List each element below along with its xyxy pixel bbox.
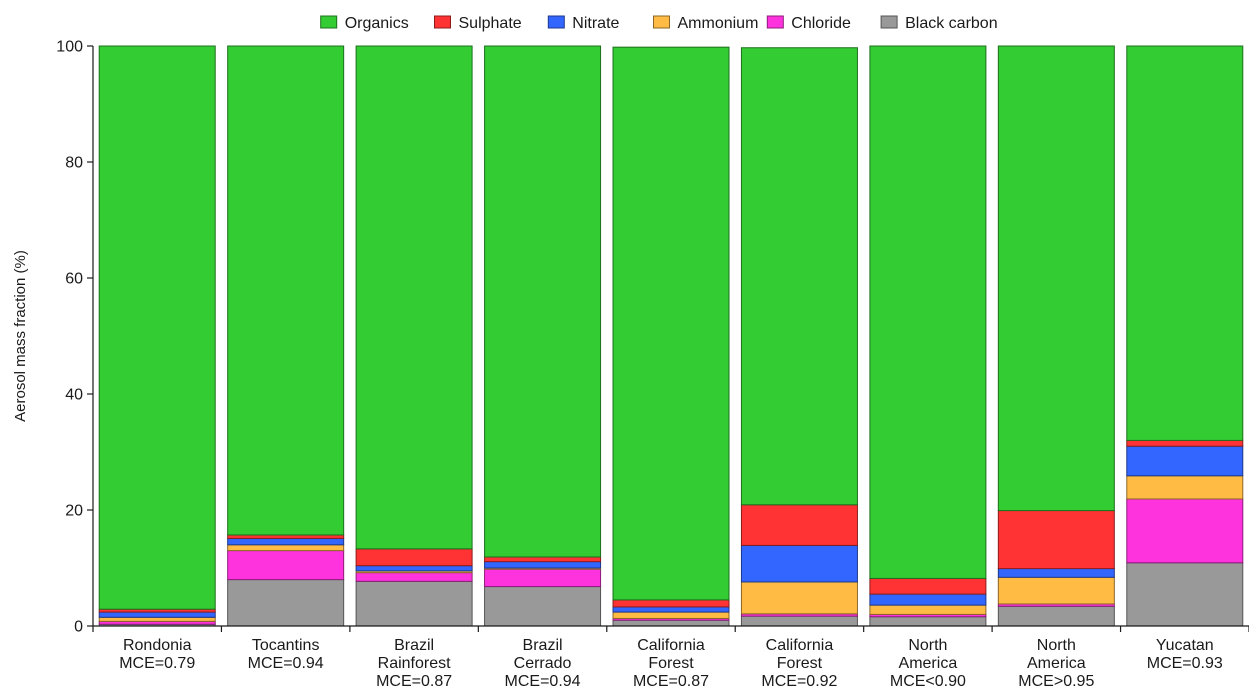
bar-segment-black-carbon-6 [740, 615, 858, 627]
bar-segment-black-carbon-5 [612, 619, 730, 627]
bar-segment-organics-2 [227, 45, 345, 536]
x-category-label-9: Yucatan MCE=0.93 [1147, 637, 1223, 672]
bar-segment-organics-1 [98, 45, 216, 610]
x-category-label-6: California Forest MCE=0.92 [761, 637, 837, 690]
legend-label-ammonium: Ammonium [678, 15, 759, 32]
bar-segment-organics-9 [1126, 45, 1244, 441]
axes-group: 0 20 40 60 80 100 Rondonia MCE=0.79 Tocantins MCE… [56, 39, 1249, 690]
bar-segment-sulphate-3 [355, 548, 473, 567]
legend-label-nitrate: Nitrate [572, 15, 619, 32]
bar-segment-sulphate-7 [869, 577, 987, 595]
bar-segment-nitrate-4 [484, 561, 602, 569]
y-tick-label-100: 100 [56, 39, 83, 56]
bar-segment-chloride-4 [484, 568, 602, 588]
legend-swatch-organics [320, 15, 338, 29]
bar-segment-ammonium-1 [98, 616, 216, 622]
bar-segment-organics-6 [740, 47, 858, 506]
legend-label-organics: Organics [345, 15, 409, 32]
bar-segment-black-carbon-2 [227, 579, 345, 627]
y-tick-label-60: 60 [65, 271, 83, 288]
x-category-label-4: Brazil Cerrado MCE=0.94 [505, 637, 581, 690]
legend-swatch-ammonium [653, 15, 670, 29]
bar-segment-ammonium-7 [869, 604, 987, 615]
bar-segment-organics-5 [612, 46, 730, 601]
bar-segment-sulphate-4 [484, 556, 602, 563]
bar-segment-nitrate-6 [740, 544, 858, 583]
bar-segment-nitrate-2 [227, 537, 345, 546]
x-category-label-1: Rondonia MCE=0.79 [119, 637, 195, 672]
legend: Organics Sulphate Nitrate Ammonium Chloride B… [320, 15, 998, 32]
bar-segment-ammonium-9 [1126, 475, 1244, 500]
bar-segment-sulphate-9 [1126, 439, 1244, 447]
bar-segment-ammonium-5 [612, 611, 730, 619]
legend-label-sulphate: Sulphate [459, 15, 522, 32]
bar-segment-organics-8 [997, 45, 1115, 512]
bar-segment-nitrate-8 [997, 568, 1115, 578]
bar-segment-nitrate-5 [612, 606, 730, 613]
bar-segment-black-carbon-3 [355, 580, 473, 627]
bar-segment-organics-7 [869, 45, 987, 579]
legend-label-chloride: Chloride [791, 15, 851, 32]
bar-segment-sulphate-8 [997, 510, 1115, 570]
bar-segment-sulphate-6 [740, 504, 858, 546]
bar-segment-black-carbon-8 [997, 605, 1115, 627]
x-category-label-2: Tocantins MCE=0.94 [248, 637, 324, 672]
bar-segment-black-carbon-7 [869, 616, 987, 627]
bar-segment-sulphate-5 [612, 599, 730, 608]
legend-swatch-sulphate [434, 15, 451, 29]
bar-segment-nitrate-9 [1126, 445, 1244, 477]
bar-segment-ammonium-8 [997, 576, 1115, 605]
bar-segment-nitrate-3 [355, 565, 473, 572]
bar-segment-ammonium-2 [227, 544, 345, 552]
x-category-label-5: California Forest MCE=0.87 [633, 637, 709, 690]
x-category-label-8: North America MCE>0.95 [1018, 637, 1094, 690]
legend-swatch-black-carbon [880, 15, 898, 29]
y-tick-label-80: 80 [65, 155, 83, 172]
legend-swatch-chloride [766, 15, 784, 29]
x-category-label-7: North America MCE<0.90 [890, 637, 966, 690]
x-category-label-3: Brazil Rainforest MCE=0.87 [376, 637, 452, 690]
bar-segment-black-carbon-4 [484, 586, 602, 627]
bars-group [98, 45, 1244, 627]
bar-segment-nitrate-7 [869, 593, 987, 606]
bar-segment-ammonium-6 [740, 581, 858, 615]
legend-swatch-nitrate [547, 15, 565, 29]
legend-label-black-carbon: Black carbon [905, 15, 998, 32]
bar-segment-chloride-2 [227, 550, 345, 581]
bar-segment-black-carbon-9 [1126, 562, 1244, 627]
y-tick-label-40: 40 [65, 387, 83, 404]
y-axis-label: Aerosol mass fraction (%) [12, 250, 29, 422]
bar-segment-organics-4 [484, 45, 602, 558]
y-tick-label-0: 0 [74, 619, 83, 636]
bar-segment-organics-3 [355, 45, 473, 550]
bar-segment-chloride-9 [1126, 498, 1244, 564]
bar-segment-chloride-3 [355, 572, 473, 582]
bar-segment-sulphate-2 [227, 534, 345, 539]
y-tick-label-20: 20 [65, 503, 83, 520]
bar-segment-nitrate-1 [98, 611, 216, 618]
